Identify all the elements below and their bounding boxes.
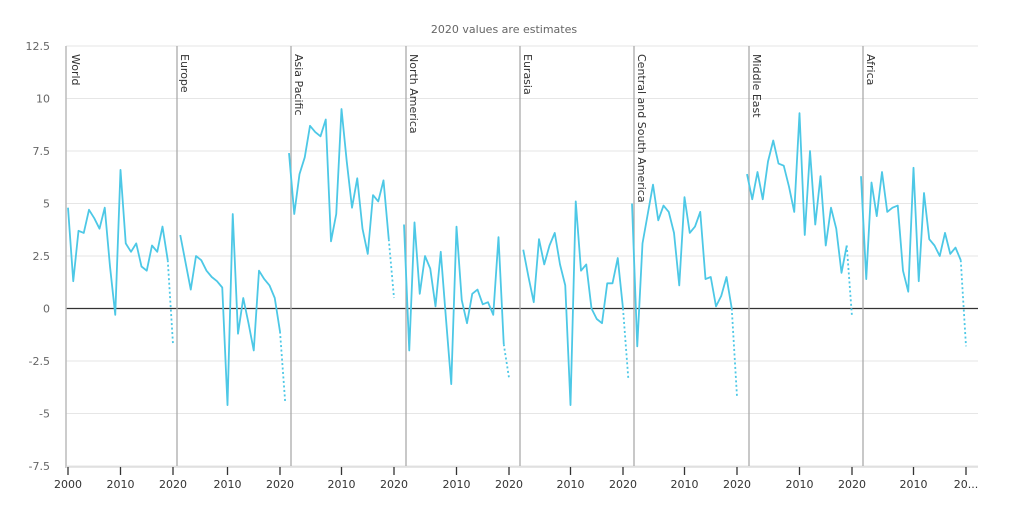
x-tick-label: 2000	[54, 478, 82, 491]
panel-label: Africa	[864, 54, 877, 85]
y-tick-label: 5	[43, 198, 50, 211]
x-tick-label: 2020	[159, 478, 187, 491]
estimate-line	[845, 245, 853, 317]
x-tick-label: 2010	[328, 478, 356, 491]
y-tick-label: 10	[36, 93, 50, 106]
x-tick-label: 20...	[954, 478, 979, 491]
x-tick-label: 2010	[443, 478, 471, 491]
y-tick-label: 7.5	[33, 145, 51, 158]
x-tick-label: 2010	[671, 478, 699, 491]
estimate-line	[502, 344, 510, 378]
y-tick-label: -2.5	[29, 355, 50, 368]
panel-world: World	[67, 54, 174, 345]
x-tick-label: 2010	[107, 478, 135, 491]
series-line	[746, 112, 848, 274]
estimate-line	[387, 239, 395, 299]
panel-middle-east: Middle East	[746, 46, 853, 466]
panel-europe: Europe	[176, 46, 287, 466]
panel-label: Eurasia	[521, 54, 534, 95]
x-tick-label: 2010	[214, 478, 242, 491]
series-line	[288, 108, 390, 255]
panel-label: World	[69, 54, 82, 86]
panel-label: Middle East	[750, 54, 763, 118]
panel-label: North America	[407, 54, 420, 134]
series-line	[403, 221, 505, 386]
series-line	[522, 200, 624, 407]
panel-africa: Africa	[860, 46, 967, 466]
y-tick-label: 2.5	[33, 250, 51, 263]
x-tick-label: 2020	[723, 478, 751, 491]
panel-north-america: North America	[403, 46, 510, 466]
series-line	[67, 168, 169, 316]
panel-central-and-south-america: Central and South America	[631, 46, 738, 466]
x-tick-label: 2020	[380, 478, 408, 491]
x-axis: 2000 2010 2020 2010 2020 2010 2020 2010 2020 2010…	[54, 466, 979, 491]
gridlines	[65, 45, 978, 468]
x-tick-label: 2010	[786, 478, 814, 491]
x-tick-label: 2020	[609, 478, 637, 491]
x-tick-label: 2010	[557, 478, 585, 491]
estimate-line	[279, 331, 287, 404]
y-tick-label: 0	[43, 303, 50, 316]
y-tick-label: 12.5	[26, 40, 51, 53]
estimate-line	[730, 308, 738, 397]
y-tick-label: -7.5	[29, 460, 50, 473]
estimate-line	[959, 260, 967, 347]
estimate-line	[166, 260, 174, 345]
y-tick-label: -5	[39, 408, 50, 421]
x-tick-label: 2010	[900, 478, 928, 491]
panel-asia-pacific: Asia Pacific	[288, 46, 395, 466]
x-tick-label: 2020	[495, 478, 523, 491]
y-axis: 12.5 10 7.5 5 2.5 0 -2.5 -5 -7.5	[26, 40, 51, 473]
estimate-line	[622, 308, 630, 378]
panel-label: Central and South America	[635, 54, 648, 203]
panel-label: Asia Pacific	[292, 54, 305, 116]
x-tick-label: 2020	[838, 478, 866, 491]
series-line	[860, 166, 962, 293]
panels: World Europe Asia Pacific North America Eura…	[67, 46, 967, 466]
series-line	[179, 213, 281, 407]
x-tick-label: 2020	[266, 478, 294, 491]
chart-note: 2020 values are estimates	[431, 23, 577, 36]
panel-label: Europe	[178, 54, 191, 93]
panel-eurasia: Eurasia	[519, 46, 630, 466]
series-line	[631, 183, 733, 348]
